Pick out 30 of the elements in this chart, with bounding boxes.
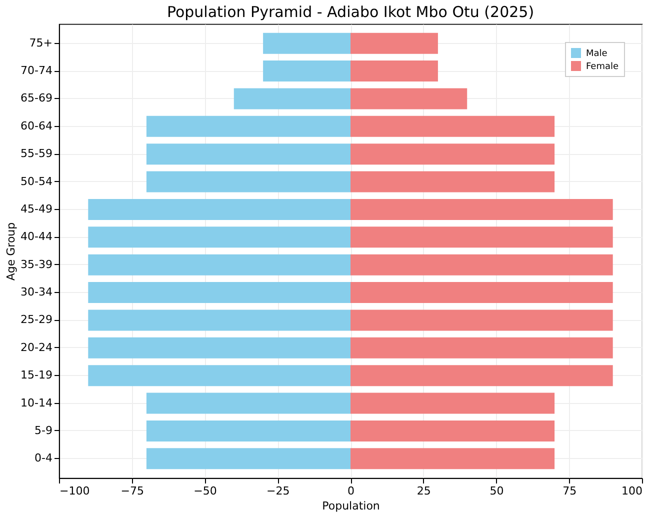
- y-tick-label: 20-24: [20, 340, 52, 354]
- x-tick-label: −75: [120, 484, 144, 498]
- y-tick-label: 25-29: [20, 313, 52, 326]
- x-tick-label: 75: [562, 484, 577, 498]
- y-tick-label: 60-64: [20, 119, 52, 132]
- y-tick-label: 40-44: [20, 230, 52, 244]
- y-tick-label: 5-9: [34, 424, 52, 437]
- x-tick-label: −50: [194, 484, 217, 498]
- legend-label: Female: [586, 62, 620, 72]
- y-tick-label: 15-19: [20, 368, 52, 382]
- x-tick-label: 50: [490, 484, 504, 498]
- y-tick-label: 0-4: [34, 452, 52, 465]
- y-tick-label: 35-39: [20, 258, 52, 271]
- y-tick-label: 30-34: [20, 286, 52, 299]
- y-tick-label: 70-74: [20, 64, 52, 78]
- chart-title: Population Pyramid - Adiabo Ikot Mbo Otu (2025): [166, 3, 534, 21]
- y-tick-label: 65-69: [20, 92, 52, 105]
- y-tick-label: 55-59: [20, 147, 52, 160]
- legend-label: Male: [586, 49, 608, 59]
- x-tick-label: 25: [416, 484, 431, 498]
- x-tick-label: −100: [60, 484, 90, 498]
- x-tick-label: 100: [622, 484, 642, 498]
- y-tick-label: 50-54: [20, 174, 52, 188]
- x-axis-title: Population: [322, 500, 380, 512]
- y-tick-label: 45-49: [20, 202, 52, 216]
- x-tick-label: 0: [348, 484, 354, 498]
- y-tick-label: 10-14: [20, 396, 52, 410]
- y-axis-title: Age Group: [4, 222, 18, 281]
- y-tick-label: 75+: [29, 36, 52, 50]
- x-tick-label: −25: [266, 484, 290, 498]
